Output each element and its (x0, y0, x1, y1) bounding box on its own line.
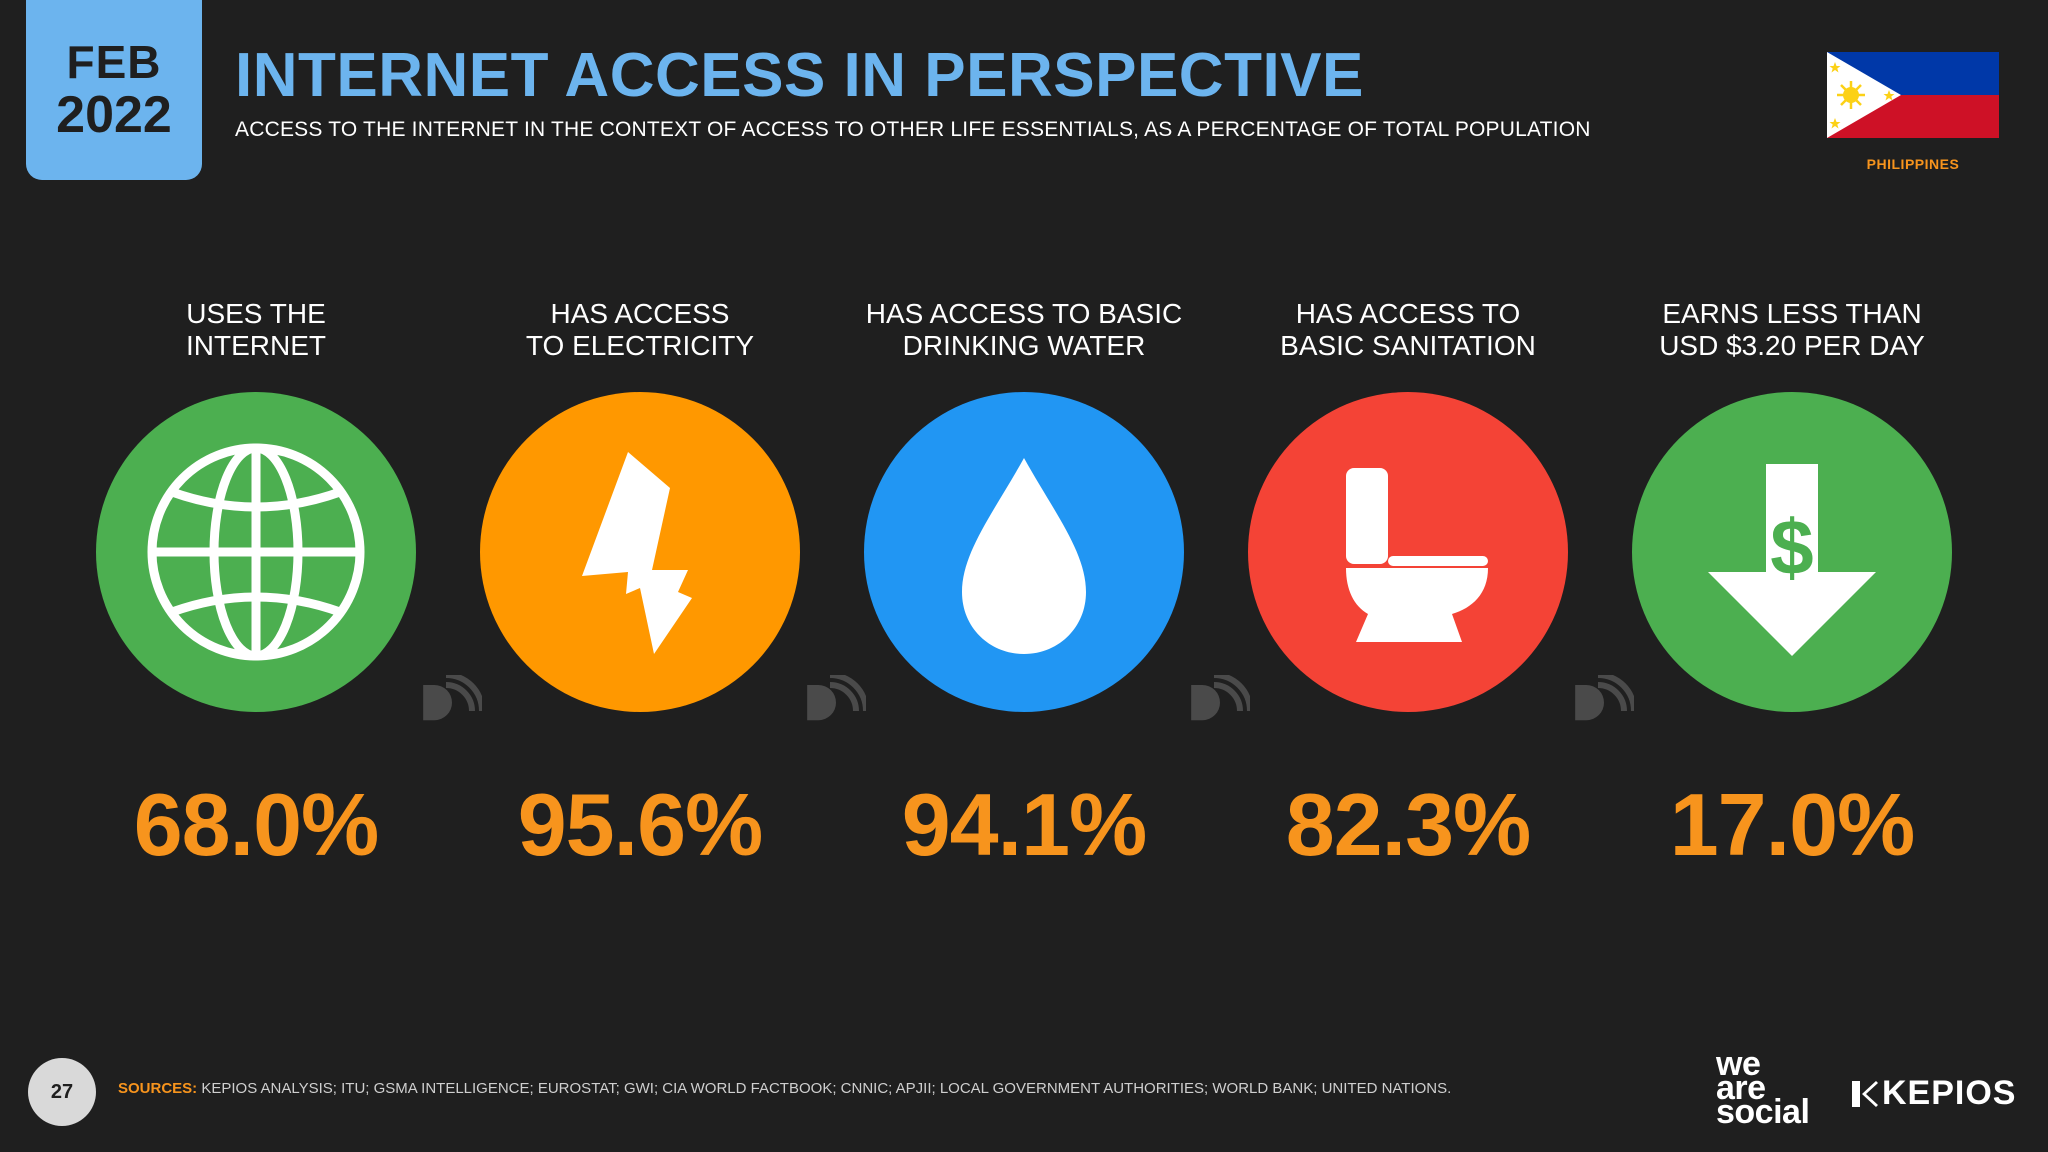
logo-line: we (1716, 1045, 1761, 1083)
kepios-label: KEPIOS (1882, 1074, 2017, 1112)
stat-circle: $ (1632, 392, 1952, 712)
logo-line: social (1716, 1093, 1810, 1131)
stat-label: HAS ACCESS TO BASIC SANITATION (1280, 298, 1536, 361)
logo-line: are (1716, 1069, 1766, 1107)
datareportal-mark-icon (1575, 675, 1634, 721)
country-flag-block: PHILIPPINES (1827, 52, 1999, 172)
date-year: 2022 (56, 86, 172, 144)
stat-circle (480, 392, 800, 712)
stat-electricity: HAS ACCESS TO ELECTRICITY 95.6% (448, 290, 832, 876)
stat-circle (864, 392, 1184, 712)
date-badge: FEB 2022 (26, 0, 202, 180)
toilet-icon (1346, 468, 1488, 642)
sources-label: SOURCES: (118, 1080, 198, 1097)
sources-text: KEPIOS ANALYSIS; ITU; GSMA INTELLIGENCE;… (201, 1080, 1452, 1097)
stat-label: HAS ACCESS TO ELECTRICITY (525, 298, 755, 361)
stat-value: 94.1% (901, 775, 1148, 874)
stat-label: HAS ACCESS TO BASIC DRINKING WATER (865, 298, 1183, 361)
stats-row: USES THE INTERNET 68.0% HAS ACCESS TO EL… (0, 290, 2048, 890)
we-are-social-logo: we are social (1716, 1045, 1810, 1131)
stat-circle (96, 392, 416, 712)
stat-label: USES THE INTERNET (186, 298, 326, 361)
philippines-flag-icon (1827, 52, 1999, 138)
stat-circle (1248, 392, 1568, 712)
stat-label: EARNS LESS THAN USD $3.20 PER DAY (1659, 298, 1925, 361)
page-number: 27 (28, 1058, 96, 1126)
svg-text:$: $ (1770, 503, 1813, 591)
stat-value: 95.6% (517, 775, 764, 874)
stat-value: 68.0% (133, 775, 380, 874)
page-title: INTERNET ACCESS IN PERSPECTIVE (235, 41, 1364, 110)
lightning-icon (582, 452, 692, 654)
datareportal-mark-icon (1191, 675, 1250, 721)
globe-icon (147, 443, 365, 661)
stat-low-income: EARNS LESS THAN USD $3.20 PER DAY $ 17.0… (1600, 290, 1984, 876)
water-drop-icon (962, 458, 1086, 654)
datareportal-mark-icon (807, 675, 866, 721)
sources-line: SOURCES: KEPIOS ANALYSIS; ITU; GSMA INTE… (118, 1080, 1451, 1097)
stat-internet: USES THE INTERNET 68.0% (64, 290, 448, 876)
dollar-down-arrow-icon: $ (1708, 464, 1876, 656)
kepios-logo: KEPIOS (1852, 1074, 2016, 1113)
stat-value: 82.3% (1285, 775, 1532, 874)
datareportal-mark-icon (423, 675, 482, 721)
country-label: PHILIPPINES (1866, 156, 1960, 172)
page-subtitle: ACCESS TO THE INTERNET IN THE CONTEXT OF… (235, 118, 1591, 141)
stat-value: 17.0% (1669, 775, 1916, 874)
date-month: FEB (66, 36, 162, 88)
stat-sanitation: HAS ACCESS TO BASIC SANITATION 82.3% (1216, 290, 1600, 876)
stat-drinking-water: HAS ACCESS TO BASIC DRINKING WATER 94.1% (832, 290, 1216, 876)
kepios-mark-icon (1852, 1080, 1878, 1107)
